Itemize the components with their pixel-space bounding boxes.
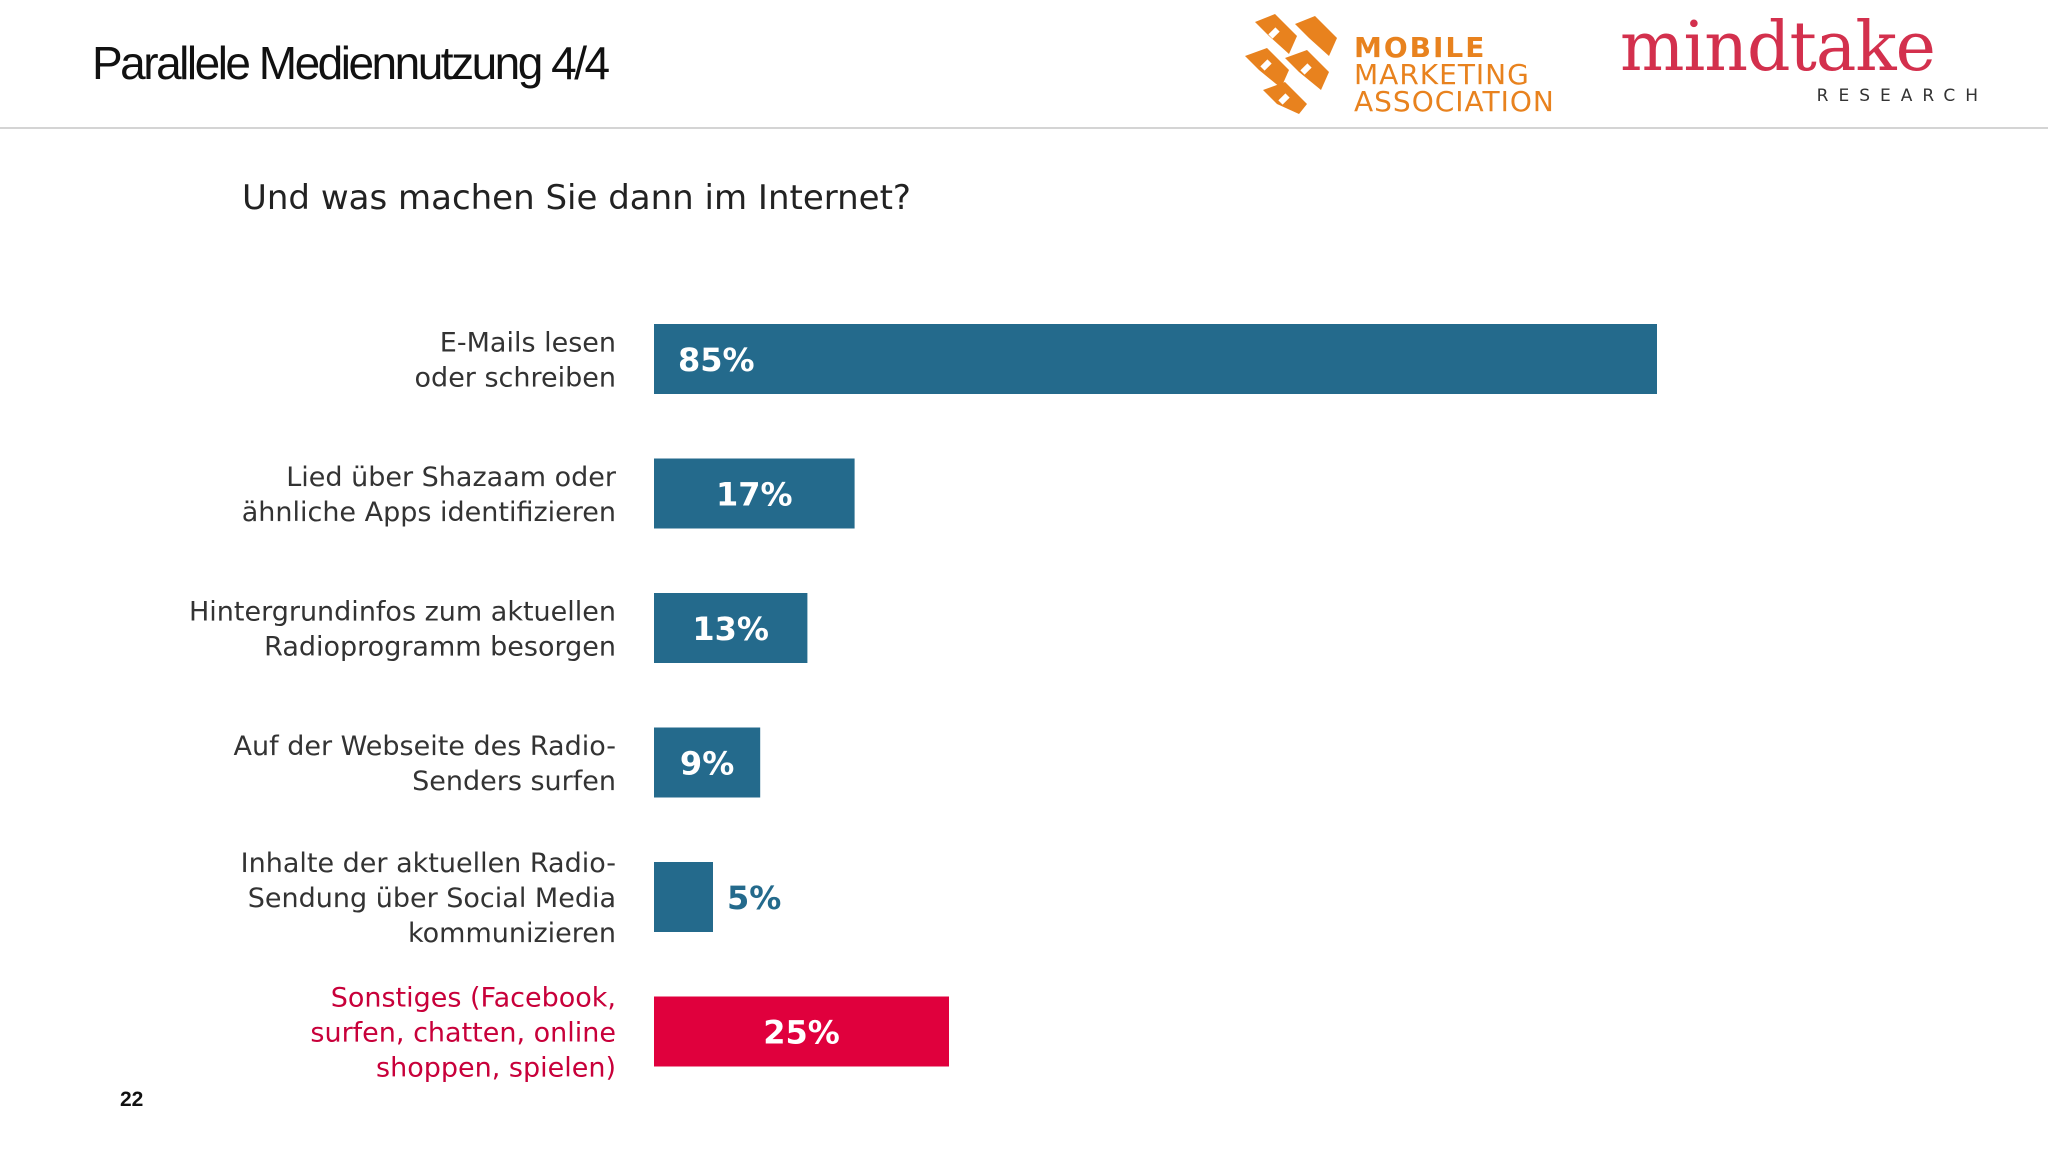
category-label-1: E-Mails lesen oder schreiben [415, 328, 616, 394]
bar-value-label-5: 5% [727, 879, 781, 917]
bar-1 [654, 324, 1657, 394]
category-label-line: surfen, chatten, online [310, 1018, 616, 1049]
bar-3 [654, 593, 808, 663]
header-divider [0, 127, 2048, 129]
chart-question: Und was machen Sie dann im Internet? [242, 178, 911, 218]
bar-2 [654, 458, 855, 529]
bar-value-label-1: 85% [678, 341, 755, 379]
category-label-line: kommunizieren [408, 918, 616, 949]
category-label-line: E-Mails lesen [440, 328, 616, 359]
mma-wordmark: MOBILE MARKETING ASSOCIATION [1354, 31, 1555, 118]
mindtake-wordmark: mindtake [1620, 8, 1936, 87]
mindtake-research-logo: mindtake RESEARCH [1620, 8, 2000, 108]
category-label-line: Sendung über Social Media [248, 883, 616, 914]
category-label-line: Radioprogramm besorgen [264, 632, 616, 663]
category-label-line: Inhalte der aktuellen Radio- [241, 848, 616, 879]
category-label-line: Auf der Webseite des Radio- [234, 731, 616, 762]
category-label-line: Senders surfen [412, 766, 616, 797]
slide-title: Parallele Mediennutzung 4/4 [92, 37, 610, 89]
category-label-line: Lied über Shazaam oder [286, 462, 617, 493]
mma-line-2: MARKETING [1354, 58, 1530, 91]
bar-value-label-2: 17% [716, 476, 793, 514]
bar-value-label-3: 13% [692, 610, 769, 648]
mma-mark-icon [1245, 14, 1337, 114]
page-number: 22 [120, 1088, 144, 1111]
mindtake-subline: RESEARCH [1816, 86, 1988, 106]
bar-value-label-6: 25% [763, 1014, 840, 1052]
bar-4 [654, 727, 761, 798]
category-label-line: Hintergrundinfos zum aktuellen [189, 597, 616, 628]
bar-value-label-4: 9% [680, 745, 734, 783]
category-label-4: Auf der Webseite des Radio- Senders surfe… [234, 731, 616, 797]
bar-6 [654, 996, 949, 1067]
mma-line-1: MOBILE [1354, 31, 1487, 64]
category-label-line: oder schreiben [415, 363, 616, 394]
category-label-3: Hintergrundinfos zum aktuellen Radioprogr… [189, 597, 616, 663]
category-label-line: ähnliche Apps identifizieren [242, 497, 616, 528]
category-label-line: Sonstiges (Facebook, [331, 983, 616, 1014]
category-label-5: Inhalte der aktuellen Radio- Sendung über… [241, 848, 616, 949]
mma-line-3: ASSOCIATION [1354, 85, 1555, 118]
category-label-line: shoppen, spielen) [376, 1053, 616, 1084]
category-label-2: Lied über Shazaam oder ähnliche Apps iden… [242, 462, 617, 528]
mobile-marketing-association-logo: MOBILE MARKETING ASSOCIATION [1245, 14, 1575, 120]
bar-5 [654, 862, 713, 932]
category-label-6: Sonstiges (Facebook, surfen, chatten, onl… [310, 983, 616, 1084]
